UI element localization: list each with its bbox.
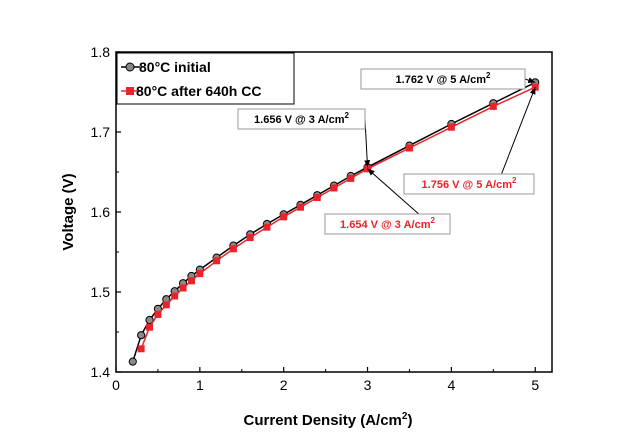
data-point: [405, 144, 413, 152]
legend-marker-after: [126, 87, 134, 95]
annotation-1: 1.762 V @ 5 A/cm2: [360, 68, 536, 90]
x-axis-title-sup: 2: [402, 411, 408, 422]
axis-ticks: 0 1 2 3 4 5 1.4 1.5 1.6 1.7 1.8: [91, 44, 540, 393]
x-tick-label: 3: [364, 377, 372, 393]
annotation-box: [403, 173, 535, 195]
data-point: [162, 301, 170, 309]
data-point: [246, 234, 254, 242]
data-point: [347, 174, 355, 182]
annotation-box: [324, 213, 451, 235]
x-axis-title: Current Density (A/cm2): [244, 411, 413, 429]
annotation-label-sup: 2: [430, 216, 435, 225]
annotation-label-main: 1.762 V @ 5 A/cm: [396, 74, 487, 86]
data-point: [137, 345, 145, 353]
x-axis-title-end: ): [407, 412, 412, 429]
data-point: [213, 257, 221, 265]
annotation-label: 1.654 V @ 3 A/cm2: [340, 216, 435, 231]
data-point: [296, 203, 304, 211]
annotation-label-sup: 2: [486, 71, 491, 80]
y-tick-label: 1.7: [91, 124, 111, 140]
y-axis-title: Voltage (V): [60, 173, 77, 250]
annotation-box: [237, 108, 366, 130]
y-tick-label: 1.5: [91, 284, 111, 300]
annotation-arrow: [501, 87, 536, 175]
data-point: [280, 213, 288, 221]
data-point: [154, 310, 162, 318]
data-point: [179, 284, 187, 292]
legend: 80°C initial 80°C after 640h CC: [116, 52, 295, 105]
x-tick-label: 1: [196, 377, 204, 393]
annotation-4: 1.654 V @ 3 A/cm2: [324, 168, 451, 235]
data-point: [187, 277, 195, 285]
data-point: [263, 223, 271, 231]
annotation-label: 1.762 V @ 5 A/cm2: [396, 71, 491, 86]
plot-area: [115, 51, 553, 373]
data-point: [145, 315, 154, 325]
data-point: [489, 102, 497, 110]
x-tick-label: 4: [447, 377, 455, 393]
x-tick-label: 0: [112, 377, 120, 393]
series-after-640h: [137, 83, 539, 353]
legend-label-initial: 80°C initial: [139, 59, 211, 75]
annotation-label-main: 1.756 V @ 5 A/cm: [422, 179, 513, 191]
y-tick-label: 1.4: [91, 364, 111, 380]
annotation-label-sup: 2: [344, 111, 349, 120]
annotation-label-main: 1.654 V @ 3 A/cm: [340, 219, 431, 231]
legend-box: [116, 52, 295, 105]
x-axis-title-main: Current Density (A/cm: [244, 412, 402, 429]
annotation-label: 1.756 V @ 5 A/cm2: [422, 176, 517, 191]
data-point: [447, 123, 455, 131]
annotation-3: 1.756 V @ 5 A/cm2: [403, 87, 536, 195]
annotation-label: 1.656 V @ 3 A/cm2: [254, 111, 349, 126]
data-point: [146, 323, 154, 331]
annotation-box: [360, 68, 526, 90]
data-point: [137, 331, 146, 340]
x-tick-label: 5: [531, 377, 539, 393]
series-layer: [128, 78, 540, 366]
legend-marker-initial: [125, 62, 135, 72]
annotation-label-main: 1.656 V @ 3 A/cm: [254, 114, 345, 126]
y-tick-label: 1.6: [91, 204, 111, 220]
annotation-label-sup: 2: [512, 176, 517, 185]
annotation-arrow: [524, 77, 536, 84]
data-point: [229, 245, 237, 253]
annotation-2: 1.656 V @ 3 A/cm2: [237, 108, 371, 168]
data-point: [313, 194, 321, 202]
x-tick-label: 2: [280, 377, 288, 393]
series-line: [140, 86, 536, 350]
annotation-arrow: [367, 168, 420, 215]
data-point: [196, 270, 204, 278]
legend-label-after: 80°C after 640h CC: [136, 83, 261, 99]
y-tick-label: 1.8: [91, 44, 111, 60]
data-point: [171, 292, 179, 300]
data-point: [330, 184, 338, 192]
data-point: [128, 357, 137, 366]
